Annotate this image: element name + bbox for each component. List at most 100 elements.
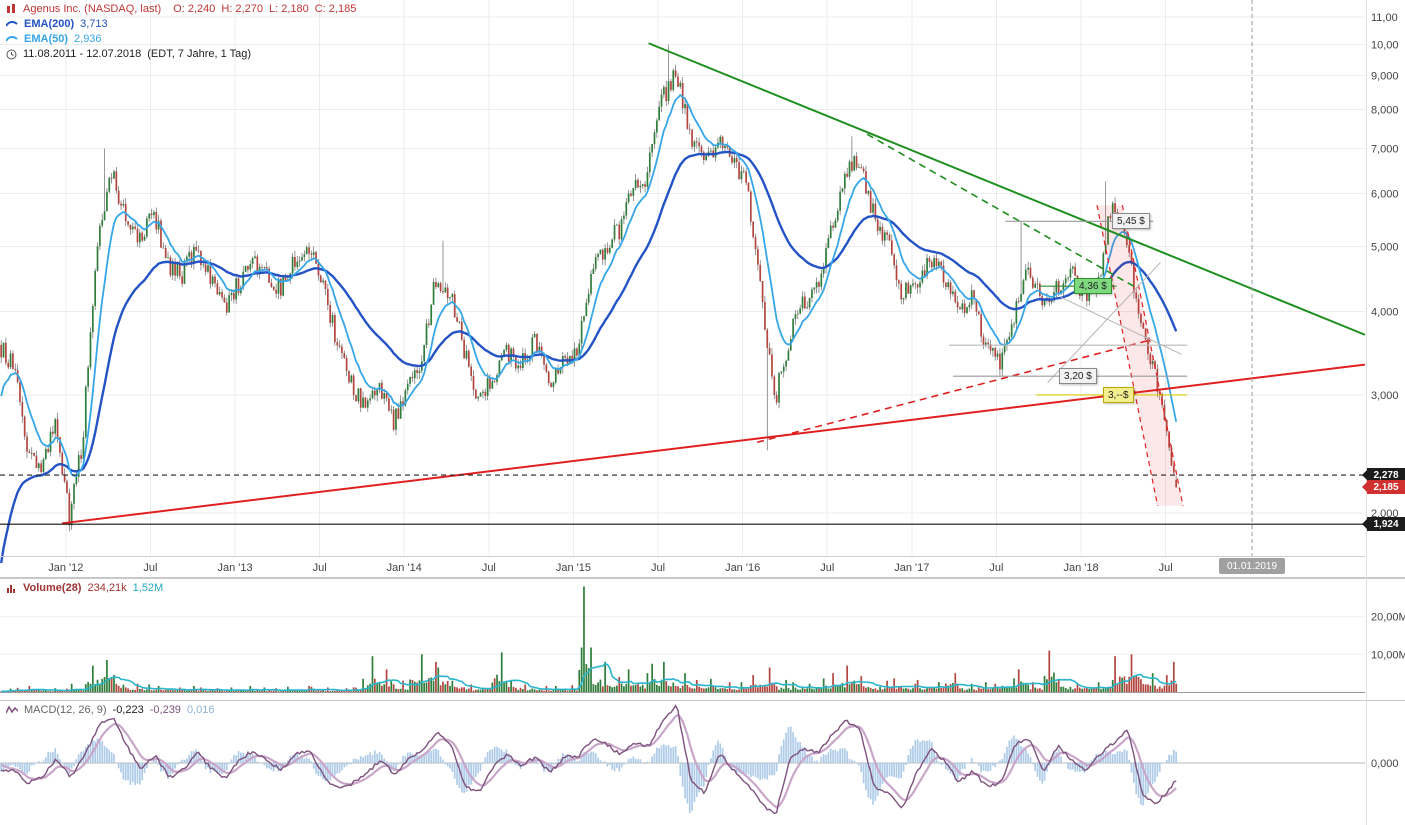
candle-body xyxy=(984,342,987,345)
macd-legend: MACD(12, 26, 9) -0,223 -0,239 0,016 xyxy=(6,704,214,716)
trendline-uptrend-major[interactable] xyxy=(61,363,1366,525)
trendline-uptrend-dashed[interactable] xyxy=(756,339,1150,444)
volume-bar xyxy=(317,690,320,692)
candle-body xyxy=(973,290,975,299)
candle-body xyxy=(529,357,531,360)
ema50-line[interactable] xyxy=(0,94,1178,478)
macd-histogram-bar xyxy=(1024,749,1027,763)
volume-panel[interactable]: 20,00M 10,00M xyxy=(0,578,1405,700)
volume-bar xyxy=(496,674,498,692)
macd-histogram-bar xyxy=(966,762,968,763)
macd-signal-line[interactable] xyxy=(0,713,1177,809)
volume-average-line[interactable] xyxy=(1,662,1177,693)
macd-panel[interactable]: 0,000 xyxy=(0,700,1405,825)
volume-bar xyxy=(1130,654,1133,692)
ema50-row[interactable]: EMA(50) 2,936 xyxy=(6,33,356,45)
macd-histogram-bar xyxy=(1090,760,1093,763)
price-level-label-320[interactable]: 3,20 $ xyxy=(1059,368,1097,384)
price-level-label-545[interactable]: 5,45 $ xyxy=(1112,213,1150,229)
trend-channel-left[interactable] xyxy=(1096,205,1159,506)
macd-histogram-bar xyxy=(146,763,148,769)
candle-body xyxy=(1029,267,1032,278)
macd-histogram-bar xyxy=(693,763,696,803)
volume-bar xyxy=(503,682,505,692)
ema200-row[interactable]: EMA(200) 3,713 xyxy=(6,18,356,30)
macd-histogram-bar xyxy=(862,763,865,784)
candle-body xyxy=(153,211,155,216)
candle-body xyxy=(385,393,388,399)
macd-histogram-bar xyxy=(200,758,202,763)
volume-bar xyxy=(500,652,503,692)
price-axis-label: 6,000 xyxy=(1371,188,1399,200)
macd-histogram-bar xyxy=(413,755,416,763)
macd-histogram-bar xyxy=(247,750,249,763)
macd-histogram-bar xyxy=(1175,751,1178,763)
candle-body xyxy=(937,261,940,267)
macd-histogram-bar xyxy=(937,761,940,763)
price-chart[interactable]: 11,00 10,00 9,000 8,000 7,000 6,000 5,000 4,000… xyxy=(0,0,1405,578)
price-alert-label-300[interactable]: 3,--$ xyxy=(1103,387,1134,403)
macd-histogram-bar xyxy=(505,749,508,763)
volume-bar xyxy=(322,689,324,692)
trend-channel-fill[interactable] xyxy=(1097,205,1183,506)
last-price-marker: 2,185 xyxy=(1362,480,1405,494)
macd-histogram-bar xyxy=(660,745,663,763)
volume-bar xyxy=(806,688,809,692)
volume-bar xyxy=(467,688,470,692)
macd-histogram-bar xyxy=(627,758,630,763)
x-axis-label: Jan '12 xyxy=(48,562,83,574)
candle-body xyxy=(209,265,212,285)
macd-histogram-bar xyxy=(667,745,670,763)
trendline-downtrend-dashed[interactable] xyxy=(866,133,1135,287)
trendline-downtrend-major[interactable] xyxy=(648,42,1366,336)
macd-histogram-bar xyxy=(996,763,999,764)
candle-body xyxy=(710,150,712,152)
x-axis-label: Jan '13 xyxy=(217,562,252,574)
candle-body xyxy=(1057,281,1060,294)
candle-body xyxy=(223,297,226,303)
volume-bar xyxy=(1031,682,1034,692)
macd-histogram-bar xyxy=(672,747,675,763)
price-level-label-436[interactable]: 4,36 $ xyxy=(1074,278,1112,294)
volume-bar xyxy=(608,685,611,692)
macd-histogram-bar xyxy=(26,763,28,774)
candle-body xyxy=(752,221,755,238)
volume-bar xyxy=(84,684,87,692)
volume-bar xyxy=(364,688,367,692)
candle-body xyxy=(733,158,736,163)
volume-bar xyxy=(475,689,477,692)
macd-histogram-bar xyxy=(446,763,449,767)
candle-body xyxy=(70,503,73,526)
candle-body xyxy=(923,270,926,276)
macd-histogram-bar xyxy=(66,763,68,769)
volume-average-value: 1,52M xyxy=(132,582,164,594)
volume-bar xyxy=(757,687,759,692)
ema200-line[interactable] xyxy=(0,150,1178,564)
macd-histogram-bar xyxy=(982,763,985,771)
volume-bar xyxy=(430,677,433,692)
candle-body xyxy=(771,354,773,377)
volume-bar xyxy=(754,684,757,692)
volume-bar xyxy=(818,688,820,692)
macd-histogram-bar xyxy=(742,763,745,775)
trend-channel-right[interactable] xyxy=(1121,205,1184,506)
volume-bar xyxy=(47,691,50,692)
candle-body xyxy=(865,171,867,194)
volume-bar xyxy=(550,690,552,692)
candle-body xyxy=(994,348,997,357)
macd-histogram-bar xyxy=(623,763,625,765)
volume-bar xyxy=(698,686,700,692)
candle-body xyxy=(214,276,216,284)
macd-line[interactable] xyxy=(0,704,1177,815)
volume-bar xyxy=(663,661,665,692)
volume-bar xyxy=(961,688,964,692)
candle-body xyxy=(378,382,381,390)
candle-body xyxy=(919,282,921,288)
candle-body xyxy=(101,220,104,226)
volume-bar xyxy=(637,683,639,692)
macd-histogram-bar xyxy=(883,763,886,782)
macd-histogram-bar xyxy=(1076,763,1079,772)
volume-bar xyxy=(695,679,698,692)
trendline-aux-gray-1[interactable] xyxy=(1047,262,1161,383)
volume-bar xyxy=(876,689,879,692)
